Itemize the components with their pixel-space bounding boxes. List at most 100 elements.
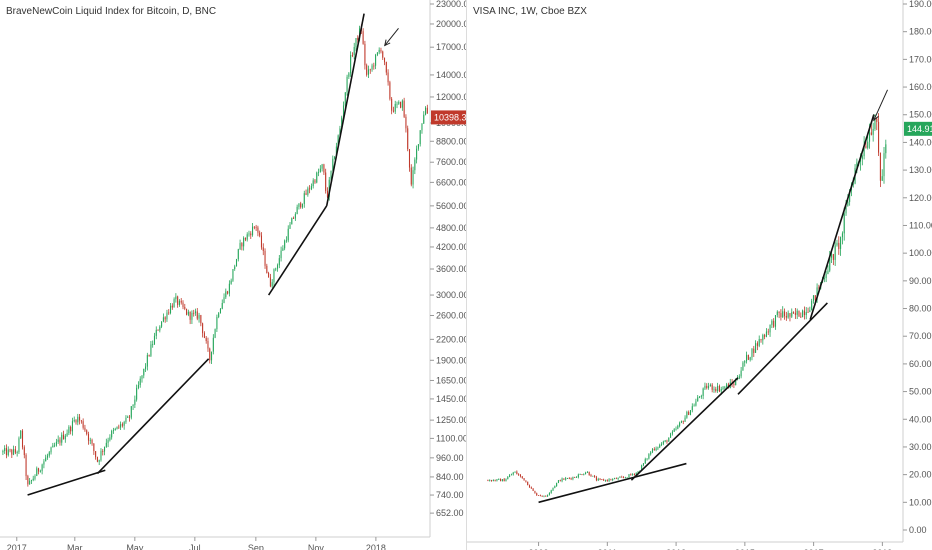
- bitcoin-chart-svg[interactable]: 23000.00 20000.00 17000.00 14000.00 12000.00…: [0, 0, 466, 550]
- y-tick-label: 150.00: [909, 110, 932, 120]
- candle-body: [744, 361, 746, 363]
- y-tick-label: 1250.00: [436, 415, 466, 425]
- candle-body: [881, 176, 883, 181]
- candle-body: [166, 312, 168, 320]
- candle-body: [98, 460, 100, 462]
- candle-body: [407, 128, 409, 150]
- candle-body: [836, 242, 838, 246]
- candle-body: [289, 224, 291, 229]
- candle-body: [27, 476, 29, 485]
- trendline[interactable]: [325, 13, 365, 207]
- candle-body: [128, 416, 131, 418]
- candle-body: [232, 269, 234, 281]
- candle-body: [228, 283, 230, 294]
- candle-body: [259, 232, 261, 236]
- trendline[interactable]: [809, 114, 875, 320]
- trendline[interactable]: [267, 205, 328, 296]
- y-tick-label: 2600.00: [436, 310, 466, 320]
- chart-pane-visa[interactable]: 190.00 180.00 170.00 160.00 150.00 140.00 130.…: [466, 0, 932, 550]
- candle-body: [861, 156, 863, 160]
- visa-chart-svg[interactable]: 190.00 180.00 170.00 160.00 150.00 140.00 130.…: [467, 0, 932, 550]
- arrow-head-icon: [384, 39, 391, 47]
- candle-body: [241, 243, 243, 247]
- candle-body: [123, 422, 125, 426]
- candle-body: [796, 310, 798, 315]
- candle-body: [77, 416, 79, 423]
- candle-body: [353, 47, 355, 56]
- candle-body: [287, 228, 289, 241]
- y-tick-label: 10.00: [909, 497, 932, 507]
- candle-body: [774, 315, 777, 327]
- candle-body: [382, 51, 384, 58]
- trendline[interactable]: [96, 358, 210, 475]
- candle-body: [503, 479, 505, 482]
- candle-body: [590, 475, 592, 477]
- candle-body: [615, 478, 617, 480]
- candle-body: [284, 240, 286, 249]
- candle-body: [255, 226, 257, 228]
- candle-body: [150, 344, 152, 356]
- candle-body: [870, 132, 872, 135]
- candle-body: [570, 478, 572, 480]
- candle-body: [66, 433, 68, 436]
- candle-body: [682, 421, 684, 423]
- arrow-annotation[interactable]: [384, 28, 399, 46]
- candle-body: [323, 164, 325, 173]
- candle-body: [624, 477, 626, 479]
- candle-body: [225, 291, 227, 298]
- trendline[interactable]: [27, 469, 106, 496]
- candle-body: [116, 426, 118, 429]
- candle-body: [408, 149, 411, 168]
- candle-body: [105, 442, 107, 447]
- candle-body: [742, 362, 744, 371]
- candle-body: [550, 490, 552, 493]
- candle-body: [648, 454, 650, 459]
- candle-body: [300, 203, 302, 208]
- candle-body: [852, 183, 854, 185]
- candle-body: [230, 280, 232, 284]
- candle-body: [294, 214, 296, 219]
- candle-body: [673, 429, 675, 432]
- candle-body: [262, 247, 264, 251]
- candle-body: [746, 354, 748, 362]
- candle-body: [223, 297, 225, 304]
- candle-body: [671, 431, 673, 434]
- candle-body: [818, 287, 820, 289]
- candle-body: [684, 417, 686, 422]
- trendline[interactable]: [737, 302, 828, 395]
- candle-body: [646, 458, 648, 460]
- candle-body: [512, 472, 514, 475]
- candle-body: [787, 313, 789, 318]
- candle-body: [539, 495, 541, 497]
- candle-body: [234, 266, 236, 270]
- chart-pane-bitcoin[interactable]: 23000.00 20000.00 17000.00 14000.00 12000.00…: [0, 0, 466, 550]
- candle-body: [410, 167, 412, 185]
- candle-body: [375, 54, 377, 66]
- candle-body: [248, 233, 250, 235]
- x-tick-label: Jul: [189, 543, 201, 550]
- candle-body: [670, 433, 672, 438]
- arrow-annotation[interactable]: [873, 89, 888, 121]
- trendline[interactable]: [630, 377, 739, 481]
- candle-body: [606, 479, 608, 482]
- candle-body: [604, 479, 607, 481]
- candle-body: [489, 480, 491, 481]
- candle-body: [791, 312, 793, 317]
- candle-body: [257, 227, 259, 233]
- candle-body: [785, 316, 787, 318]
- candle-body: [559, 480, 561, 482]
- candle-body: [134, 399, 136, 405]
- y-tick-label: 8800.00: [436, 136, 466, 146]
- candle-body: [579, 474, 581, 475]
- candle-body: [595, 477, 597, 481]
- candle-body: [575, 477, 578, 479]
- candle-body: [628, 474, 630, 478]
- candle-body: [157, 329, 159, 331]
- candle-body: [592, 475, 594, 477]
- candle-body: [396, 103, 398, 105]
- candle-body: [389, 82, 391, 99]
- candle-body: [41, 464, 43, 471]
- trendline[interactable]: [538, 462, 687, 504]
- candle-body: [702, 388, 704, 396]
- y-tick-label: 90.00: [909, 276, 932, 286]
